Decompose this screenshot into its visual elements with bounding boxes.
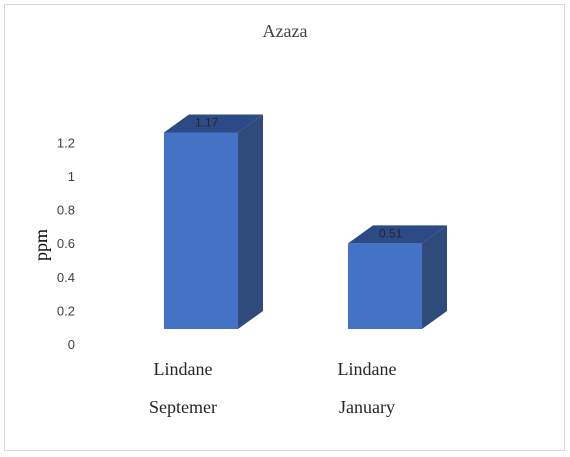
category-labels: Lindane Septemer Lindane January: [149, 359, 396, 417]
data-label: 1.17: [195, 115, 219, 129]
y-axis-ticks: 0 0.2 0.4 0.6 0.8 1 1.2: [57, 135, 75, 352]
bar-side-face: [422, 225, 447, 329]
category-label-line2: Septemer: [149, 397, 217, 417]
y-tick-label: 0.8: [57, 203, 75, 218]
bar-side-face: [238, 114, 263, 329]
y-tick-label: 1: [68, 169, 75, 184]
y-axis-label: ppm: [31, 229, 51, 261]
chart-frame: Azaza ppm 0 0.2 0.4 0.6 0.8 1 1.2 1.17 0.51 Lin…: [4, 4, 565, 451]
bar: [164, 114, 263, 329]
category-label-line1: Lindane: [338, 359, 397, 379]
chart-title: Azaza: [263, 21, 308, 41]
y-tick-label: 0.6: [57, 236, 75, 251]
bar-chart: Azaza ppm 0 0.2 0.4 0.6 0.8 1 1.2 1.17 0.51 Lin…: [31, 21, 447, 417]
bar-front-face: [164, 132, 238, 329]
y-tick-label: 0.4: [57, 270, 75, 285]
y-tick-label: 1.2: [57, 135, 75, 150]
category-label-line2: January: [339, 397, 395, 417]
bar-front-face: [348, 243, 422, 329]
bar-top-face: [164, 114, 263, 133]
data-labels: 1.17 0.51: [195, 115, 403, 240]
bar-top-face: [348, 225, 447, 244]
bar: [348, 225, 447, 329]
y-tick-label: 0: [68, 337, 75, 352]
data-label: 0.51: [379, 226, 403, 240]
category-label-line1: Lindane: [154, 359, 213, 379]
y-tick-label: 0.2: [57, 303, 75, 318]
bars: [164, 114, 447, 329]
